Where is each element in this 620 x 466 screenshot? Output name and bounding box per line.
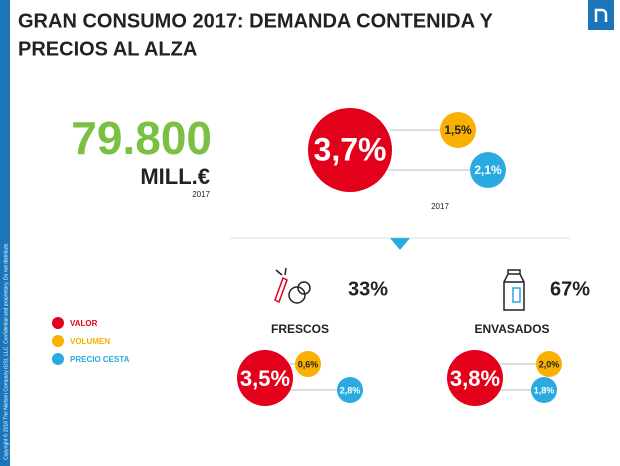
title: PRECIOS AL ALZA (18, 38, 197, 60)
valor-circle (447, 350, 503, 406)
total-unit: MILL.€ (140, 164, 210, 189)
precio-label: 1,8% (534, 385, 555, 395)
precio-circle (337, 377, 363, 403)
volumen-circle (295, 351, 321, 377)
volumen-label: 2,0% (539, 359, 560, 369)
legend-label: PRECIO CESTA (70, 355, 130, 364)
legend-label: VOLUMEN (70, 337, 110, 346)
logo-mark (594, 8, 608, 22)
valor-circle (237, 350, 293, 406)
volumen-label: 1,5% (444, 123, 472, 137)
valor-label: 3,5% (240, 366, 290, 391)
segment-name: FRESCOS (271, 322, 329, 336)
segment-share: 33% (348, 278, 388, 300)
side-strip (0, 0, 10, 466)
precio-circle (470, 152, 506, 188)
segment-share: 67% (550, 278, 590, 300)
valor-label: 3,7% (314, 131, 387, 167)
icon-pack (503, 269, 525, 311)
overall-year: 2017 (431, 202, 449, 211)
volumen-circle (440, 112, 476, 148)
volumen-label: 0,6% (298, 359, 319, 369)
legend-label: VALOR (70, 319, 98, 328)
precio-label: 2,8% (340, 385, 361, 395)
precio-circle (531, 377, 557, 403)
valor-circle (308, 108, 392, 192)
total-year: 2017 (192, 190, 210, 199)
icon-fresh (274, 267, 311, 304)
copyright: Copyright © 2018 The Nielsen Company (US… (2, 242, 9, 460)
legend-dot (52, 335, 64, 347)
legend-dot (52, 317, 64, 329)
title: GRAN CONSUMO 2017: DEMANDA CONTENIDA Y (18, 10, 494, 32)
volumen-circle (536, 351, 562, 377)
segment-name: ENVASADOS (474, 322, 549, 336)
logo (588, 0, 614, 30)
valor-label: 3,8% (450, 366, 500, 391)
precio-label: 2,1% (474, 163, 502, 177)
arrow (390, 238, 410, 250)
legend-dot (52, 353, 64, 365)
total-value: 79.800 (71, 112, 212, 164)
